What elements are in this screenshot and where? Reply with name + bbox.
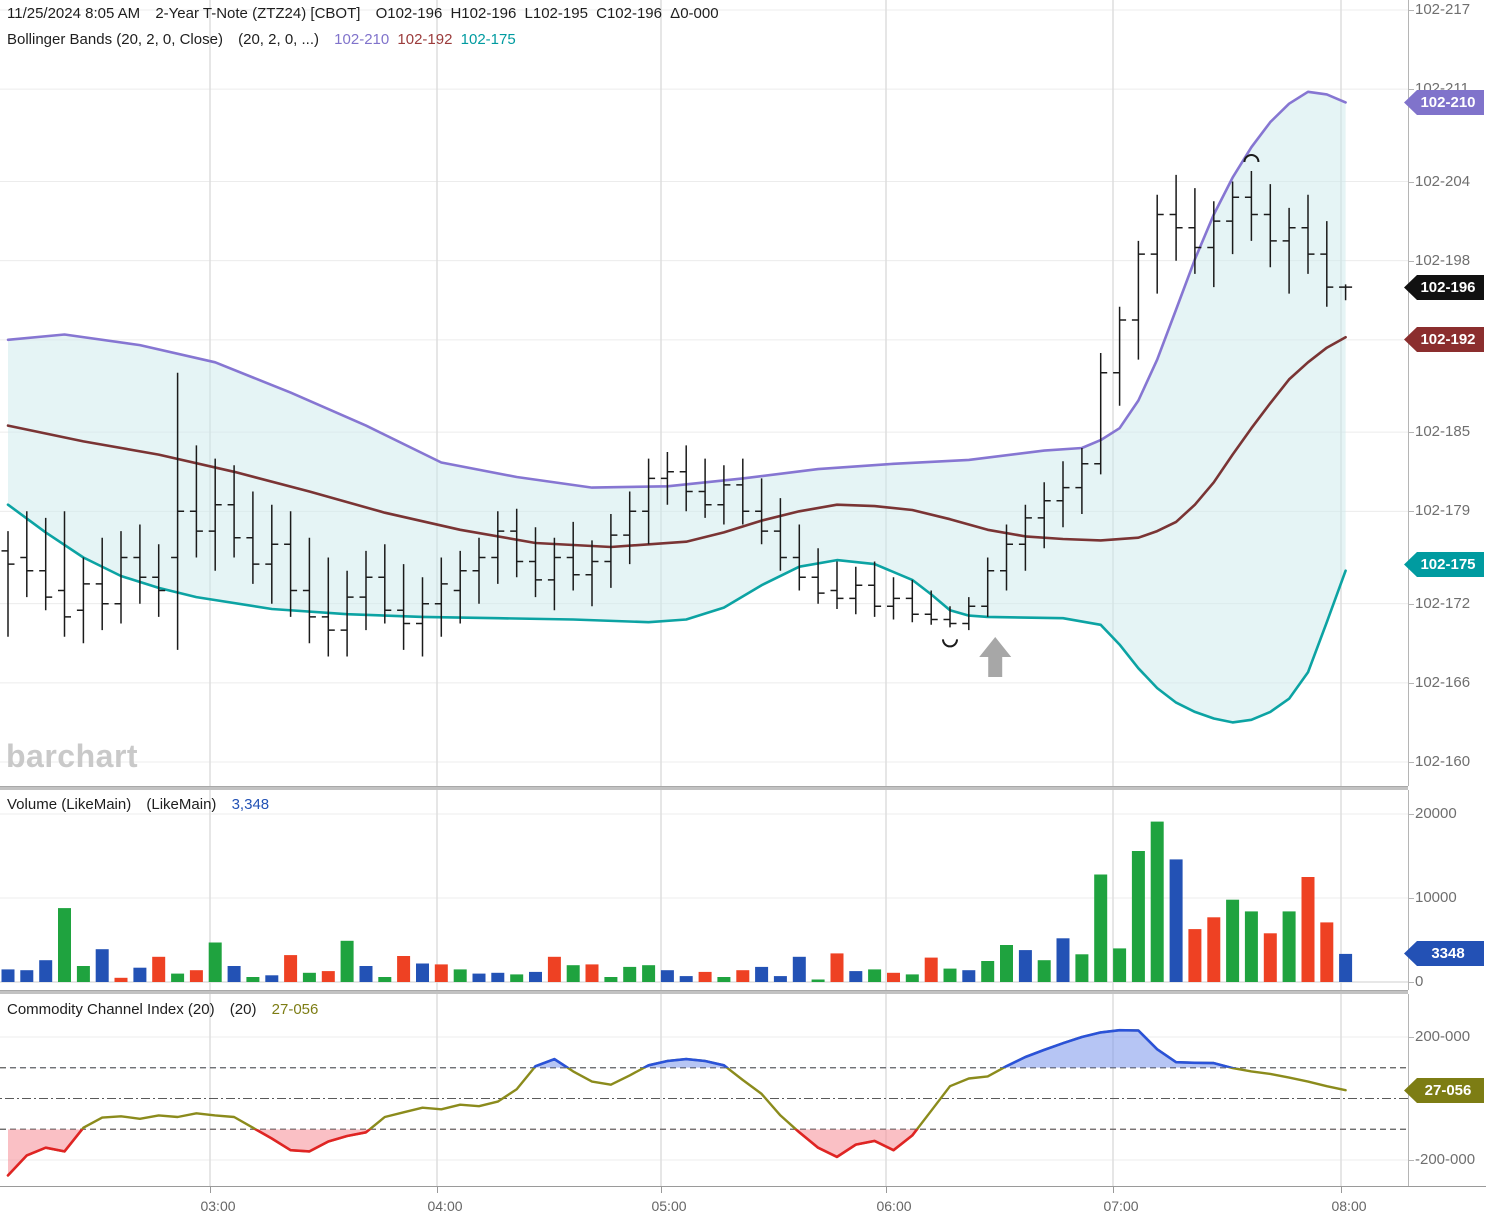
axis-tick [1408,814,1414,815]
time-axis-label: 04:00 [427,1198,463,1214]
ohlc-header: 11/25/2024 8:05 AM 2-Year T-Note (ZTZ24)… [7,5,730,22]
time-axis-tick [437,1187,438,1193]
value-axis-label: 0 [1415,973,1424,990]
quote-low: L102-195 [524,5,588,22]
axis-tick [1408,1037,1414,1038]
value-axis-label: -200-000 [1415,1151,1476,1168]
value-axis-label: 102-166 [1415,674,1471,691]
quote-open: O102-196 [375,5,443,22]
value-axis-label: 102-179 [1415,502,1471,519]
time-axis-tick [661,1187,662,1193]
value-axis-label: 102-185 [1415,423,1471,440]
volume-header: Volume (LikeMain) (LikeMain) 3,348 [7,796,280,813]
time-axis-tick [886,1187,887,1193]
bollinger-header: Bollinger Bands (20, 2, 0, Close) (20, 2… [7,31,527,48]
volume-study-name: Volume (LikeMain) [7,796,132,813]
time-axis-label: 05:00 [651,1198,687,1214]
value-axis-label: 102-217 [1415,1,1471,18]
axis-tick [1408,89,1414,90]
axis-tick [1408,762,1414,763]
volume-panel[interactable] [0,790,1486,990]
time-axis-tick [1341,1187,1342,1193]
time-axis-label: 03:00 [200,1198,236,1214]
value-axis-label: 102-160 [1415,753,1471,770]
price-badge: 102-192 [1404,327,1484,352]
cci-value: 27-056 [271,1001,319,1018]
cci-header: Commodity Channel Index (20) (20) 27-056 [7,1001,329,1018]
time-axis-tick [210,1187,211,1193]
value-axis-label: 102-204 [1415,173,1471,190]
value-axis-label: 20000 [1415,805,1457,822]
quote-symbol: 2-Year T-Note (ZTZ24) [CBOT] [155,5,361,22]
study-params: (20, 2, 0, ...) [238,31,319,48]
axis-tick [1408,683,1414,684]
quote-high: H102-196 [450,5,517,22]
panel-divider[interactable] [0,786,1408,790]
price-badge: 102-175 [1404,552,1484,577]
time-axis-label: 07:00 [1103,1198,1139,1214]
axis-tick [1408,511,1414,512]
price-badge: 102-210 [1404,90,1484,115]
value-axis-label: 10000 [1415,889,1457,906]
quote-close: C102-196 [596,5,662,22]
cci-study-name: Commodity Channel Index (20) [7,1001,215,1018]
time-axis[interactable]: 03:00 04:00 05:00 06:00 07:00 08:00 [0,1186,1486,1226]
barchart-logo: barchart [6,738,139,774]
cci-panel[interactable] [0,994,1486,1186]
bb-upper-value: 102-210 [334,31,390,48]
axis-tick [1408,982,1414,983]
axis-tick [1408,261,1414,262]
value-axis-label: 200-000 [1415,1028,1471,1045]
axis-tick [1408,898,1414,899]
bb-middle-value: 102-192 [397,31,453,48]
time-axis-tick [1113,1187,1114,1193]
quote-change: Δ0-000 [670,5,719,22]
panel-divider[interactable] [0,990,1408,994]
axis-tick [1408,432,1414,433]
axis-tick [1408,1160,1414,1161]
study-name: Bollinger Bands (20, 2, 0, Close) [7,31,223,48]
price-badge: 27-056 [1404,1078,1484,1103]
value-axis-label: 102-172 [1415,595,1471,612]
quote-datetime: 11/25/2024 8:05 AM [7,5,141,22]
cci-study-params: (20) [229,1001,257,1018]
up-arrow-annotation [979,637,1012,677]
volume-study-params: (LikeMain) [146,796,217,813]
price-badge: 3348 [1404,941,1484,966]
axis-tick [1408,604,1414,605]
value-axis-label: 102-198 [1415,252,1471,269]
time-axis-label: 08:00 [1331,1198,1367,1214]
time-axis-label: 06:00 [876,1198,912,1214]
axis-tick [1408,10,1414,11]
axis-tick [1408,182,1414,183]
volume-value: 3,348 [231,796,270,813]
main-price-panel[interactable] [0,0,1486,786]
bb-lower-value: 102-175 [460,31,516,48]
price-badge: 102-196 [1404,275,1484,300]
